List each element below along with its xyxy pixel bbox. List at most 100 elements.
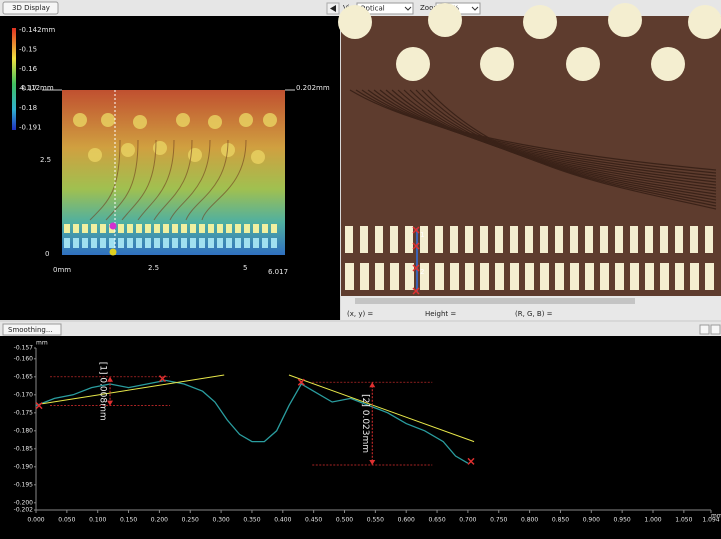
lead [465, 226, 473, 253]
tab-label: Smoothing... [8, 326, 53, 334]
lead [510, 226, 518, 253]
y-label: 0 [45, 250, 49, 258]
pad [208, 115, 222, 129]
x-label: 2.5 [148, 264, 159, 272]
lead [360, 263, 369, 290]
lead [64, 238, 70, 248]
lead [271, 238, 277, 248]
colorbar [12, 28, 16, 130]
lead [540, 226, 548, 253]
x-tick-label: 0.400 [274, 517, 291, 524]
x-tick-label: 0.800 [521, 517, 538, 524]
lead [405, 263, 414, 290]
x-tick-label: 0.550 [367, 517, 384, 524]
lead [450, 263, 459, 290]
lead [465, 263, 474, 290]
y-tick-label: -0.175 [14, 409, 34, 416]
lead [181, 224, 187, 233]
colorbar-label: -0.142mm [19, 26, 55, 34]
y-tick-label: -0.195 [14, 481, 34, 488]
lead [262, 238, 268, 248]
lead [435, 226, 443, 253]
y-tick-label: -0.200 [14, 499, 34, 506]
lead [570, 263, 579, 290]
colorbar-label: -0.16 [19, 65, 38, 73]
lead [585, 226, 593, 253]
pad [263, 113, 277, 127]
lead [630, 263, 639, 290]
x-tick-label: 0.100 [89, 517, 106, 524]
lead [235, 224, 241, 233]
y-tick-label: -0.157 [14, 345, 34, 352]
scroll-thumb[interactable] [355, 298, 635, 304]
lead [127, 238, 133, 248]
lead [690, 226, 698, 253]
lead [615, 263, 624, 290]
lead [570, 226, 578, 253]
colorbar-label: -0.191 [19, 124, 42, 132]
pad [566, 47, 600, 81]
lead [244, 238, 250, 248]
window-button[interactable] [711, 325, 720, 334]
lead [675, 226, 683, 253]
measure-label: [1] 0.008mm [98, 362, 108, 421]
lead [244, 224, 250, 233]
lead [660, 263, 669, 290]
x-tick-label: 0.300 [213, 517, 230, 524]
x-tick-label: 0.250 [182, 517, 199, 524]
lead [600, 226, 608, 253]
x-tick-label: 0.900 [583, 517, 600, 524]
x-tick-label: 0.600 [398, 517, 415, 524]
y-tick-label: -0.160 [14, 355, 34, 362]
pad [396, 47, 430, 81]
lead [660, 226, 668, 253]
x-tick-label: 0.050 [58, 517, 75, 524]
pad [73, 113, 87, 127]
lead [375, 263, 384, 290]
lead [705, 226, 713, 253]
lead [253, 224, 259, 233]
lead [100, 224, 106, 233]
lead [555, 263, 564, 290]
colorbar-label: -0.15 [19, 46, 37, 54]
y-label: 4.112mm [20, 84, 54, 92]
lead [154, 224, 160, 233]
lead [226, 224, 232, 233]
lead [630, 226, 638, 253]
x-tick-label: 0.950 [614, 517, 631, 524]
lead [163, 224, 169, 233]
x-tick-label: 0.450 [305, 517, 322, 524]
lead [675, 263, 684, 290]
lead [181, 238, 187, 248]
lead [390, 263, 399, 290]
lead [405, 226, 413, 253]
y-label: 2.5 [40, 156, 51, 164]
lead [226, 238, 232, 248]
lead [172, 224, 178, 233]
lead [495, 226, 503, 253]
lead [208, 224, 214, 233]
x-tick-label: 0.350 [243, 517, 260, 524]
status-text: Height = [425, 310, 456, 318]
lead [375, 226, 383, 253]
pad [428, 3, 462, 37]
lead [525, 263, 534, 290]
marker-label: 1 [420, 231, 424, 239]
lead [235, 238, 241, 248]
lead [450, 226, 458, 253]
window-button[interactable] [700, 325, 709, 334]
lead [480, 263, 489, 290]
x-tick-label: 1.000 [644, 517, 661, 524]
lead [91, 224, 97, 233]
lead [540, 263, 549, 290]
lead [217, 238, 223, 248]
lead [345, 226, 353, 253]
y-tick-label: -0.165 [14, 373, 34, 380]
lead [525, 226, 533, 253]
x-label: 5 [243, 264, 247, 272]
pad [688, 5, 721, 39]
lead [555, 226, 563, 253]
pad [121, 143, 135, 157]
pad [608, 3, 642, 37]
pad [101, 113, 115, 127]
